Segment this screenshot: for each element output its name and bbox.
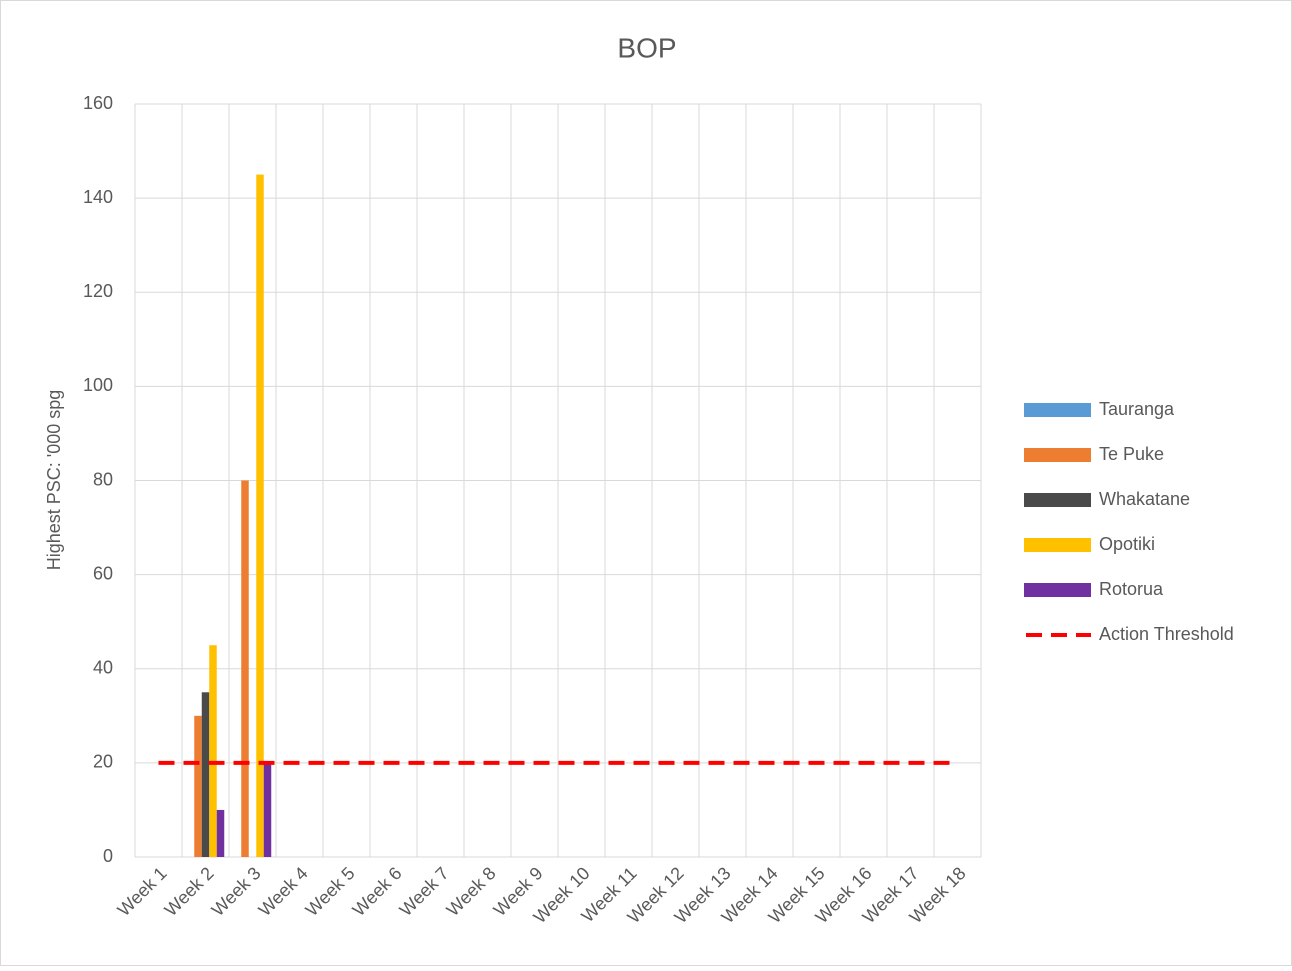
chart-title: BOP	[617, 32, 676, 63]
y-axis-title: Highest PSC: '000 spg	[44, 390, 64, 571]
legend-swatch	[1024, 448, 1091, 462]
y-tick-label: 60	[93, 563, 113, 583]
bar	[263, 762, 272, 857]
bar	[256, 174, 264, 857]
legend-swatch	[1024, 583, 1091, 597]
y-tick-label: 20	[93, 752, 113, 772]
y-tick-label: 0	[103, 846, 113, 866]
bar	[194, 715, 202, 857]
bar	[209, 645, 217, 857]
legend-label: Action Threshold	[1099, 624, 1234, 644]
legend-label: Tauranga	[1099, 399, 1175, 419]
legend-swatch	[1024, 493, 1091, 507]
legend-swatch	[1024, 403, 1091, 417]
y-tick-label: 120	[83, 281, 113, 301]
bar	[241, 480, 249, 857]
y-tick-label: 40	[93, 658, 113, 678]
y-tick-label: 160	[83, 93, 113, 113]
y-tick-label: 80	[93, 469, 113, 489]
bar	[216, 809, 225, 857]
bar	[201, 692, 210, 857]
y-tick-label: 140	[83, 187, 113, 207]
legend-swatch	[1024, 538, 1091, 552]
y-tick-label: 100	[83, 375, 113, 395]
legend-label: Opotiki	[1099, 534, 1155, 554]
legend-label: Whakatane	[1099, 489, 1190, 509]
legend-label: Rotorua	[1099, 579, 1164, 599]
legend-label: Te Puke	[1099, 444, 1164, 464]
